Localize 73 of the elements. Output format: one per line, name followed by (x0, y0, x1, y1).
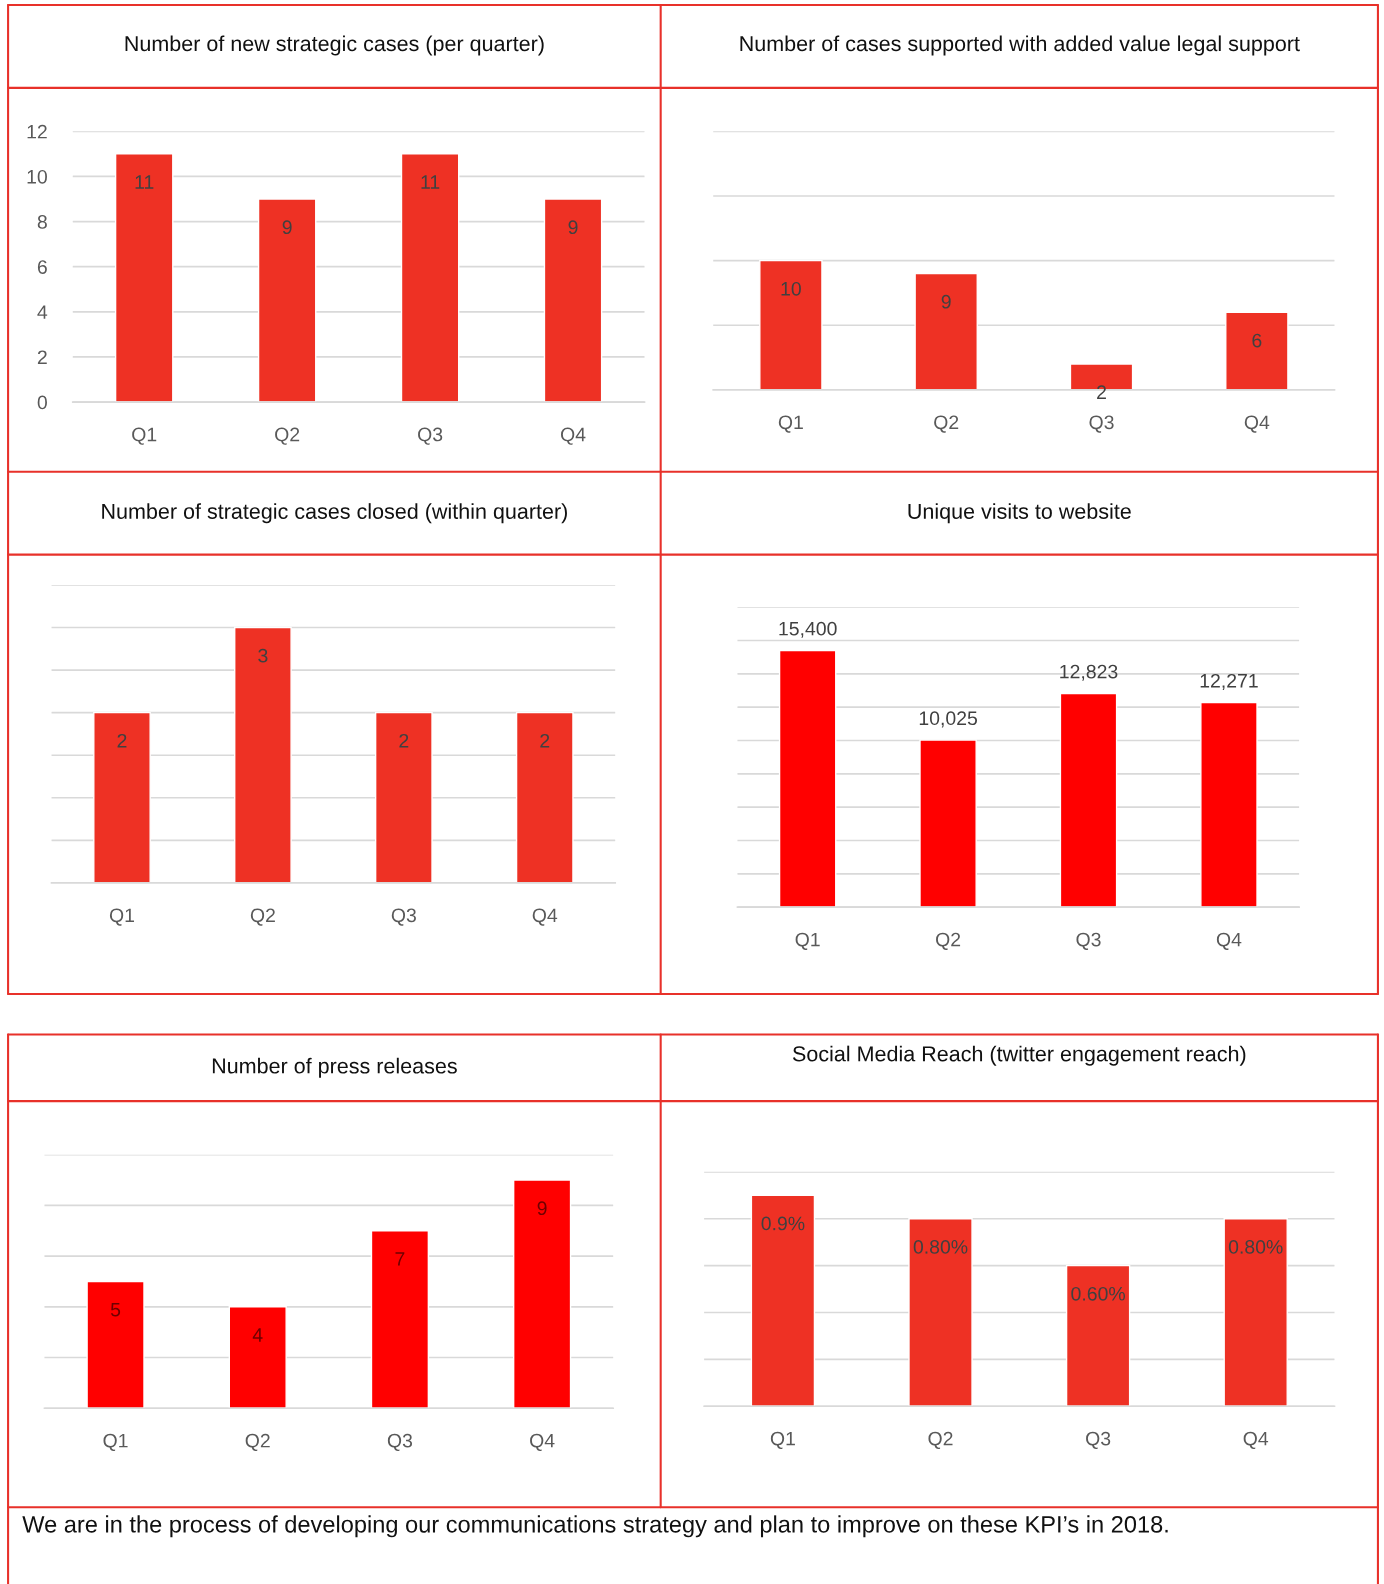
data-label: 9 (941, 294, 951, 309)
y-tick-label: 0 (37, 395, 47, 410)
x-tick-label: Q1 (103, 1433, 128, 1452)
x-tick-label: Q1 (770, 1431, 795, 1449)
x-tick-label: Q4 (1216, 932, 1242, 950)
x-tick-label: Q1 (795, 932, 820, 950)
bar (86, 1280, 145, 1409)
chart-title: Number of cases supported with added value legal support (740, 35, 1300, 56)
data-label: 4 (252, 1328, 263, 1342)
data-label: 12,271 (1200, 673, 1258, 690)
x-tick-label: Q4 (530, 1433, 555, 1452)
bar (228, 1306, 287, 1409)
x-tick-label: Q3 (1086, 1431, 1111, 1449)
y-tick-label: 4 (37, 305, 48, 319)
x-tick-label: Q4 (1244, 415, 1270, 433)
x-tick-label: Q3 (391, 908, 416, 926)
data-label: 10 (781, 281, 801, 296)
bar (778, 649, 837, 908)
chart-title: Number of strategic cases closed (within quarter) (102, 503, 567, 524)
text: We are in the process of developing our communications strategy and plan to improve on these KPI’s in 2018. (22, 1515, 1168, 1538)
data-label: 12,823 (1060, 664, 1118, 681)
data-label: 9 (537, 1201, 547, 1216)
data-label: 5 (110, 1302, 121, 1317)
x-tick-label: Q3 (1089, 415, 1114, 433)
bar (919, 739, 977, 908)
x-tick-label: Q3 (1076, 932, 1101, 950)
x-tick-label: Q4 (532, 908, 558, 926)
bar (914, 272, 978, 390)
x-tick-label: Q1 (109, 908, 134, 926)
x-tick-label: Q2 (936, 932, 961, 950)
x-tick-label: Q3 (387, 1433, 413, 1452)
data-label: 0.80% (913, 1240, 968, 1254)
bar (1200, 701, 1258, 908)
chart-title: Number of new strategic cases (per quarter) (125, 35, 544, 56)
bar (1059, 692, 1118, 908)
chart-title: Number of press releases (212, 1057, 457, 1078)
chart-title: Social Media Reach (twitter engagement reach) (792, 1045, 1246, 1066)
data-label: 11 (421, 175, 440, 189)
bar (759, 259, 823, 390)
bar (512, 1179, 572, 1409)
data-label: 3 (258, 648, 268, 663)
x-tick-label: Q4 (1243, 1431, 1269, 1449)
x-tick-label: Q4 (561, 427, 586, 445)
data-label: 2 (540, 733, 550, 748)
data-label: 10,025 (919, 711, 978, 728)
data-label: 15,400 (779, 621, 837, 638)
y-tick-label: 12 (27, 124, 47, 139)
x-tick-label: Q2 (275, 427, 300, 445)
data-label: 2 (399, 733, 409, 748)
y-tick-label: 2 (37, 350, 47, 364)
data-label: 6 (1252, 333, 1262, 348)
bar (370, 1230, 430, 1409)
data-label: 11 (135, 175, 154, 189)
y-tick-label: 8 (37, 215, 47, 229)
x-tick-label: Q3 (418, 427, 443, 445)
x-tick-label: Q2 (934, 415, 959, 433)
x-tick-label: Q1 (778, 415, 803, 433)
data-label: 0.60% (1071, 1286, 1125, 1301)
x-tick-label: Q1 (132, 427, 157, 445)
data-label: 0.80% (1228, 1240, 1283, 1254)
x-tick-label: Q2 (928, 1431, 953, 1449)
x-tick-label: Q2 (245, 1433, 270, 1452)
data-label: 0.9% (761, 1216, 805, 1231)
data-label: 2 (117, 733, 127, 748)
data-label: 9 (282, 220, 292, 235)
chart-title: Unique visits to website (908, 503, 1131, 524)
y-tick-label: 6 (37, 260, 47, 274)
bar (1225, 311, 1289, 390)
data-label: 2 (1097, 385, 1106, 399)
x-tick-label: Q2 (250, 908, 275, 926)
data-label: 7 (395, 1252, 405, 1266)
y-tick-label: 10 (27, 169, 47, 184)
data-label: 9 (568, 220, 578, 235)
